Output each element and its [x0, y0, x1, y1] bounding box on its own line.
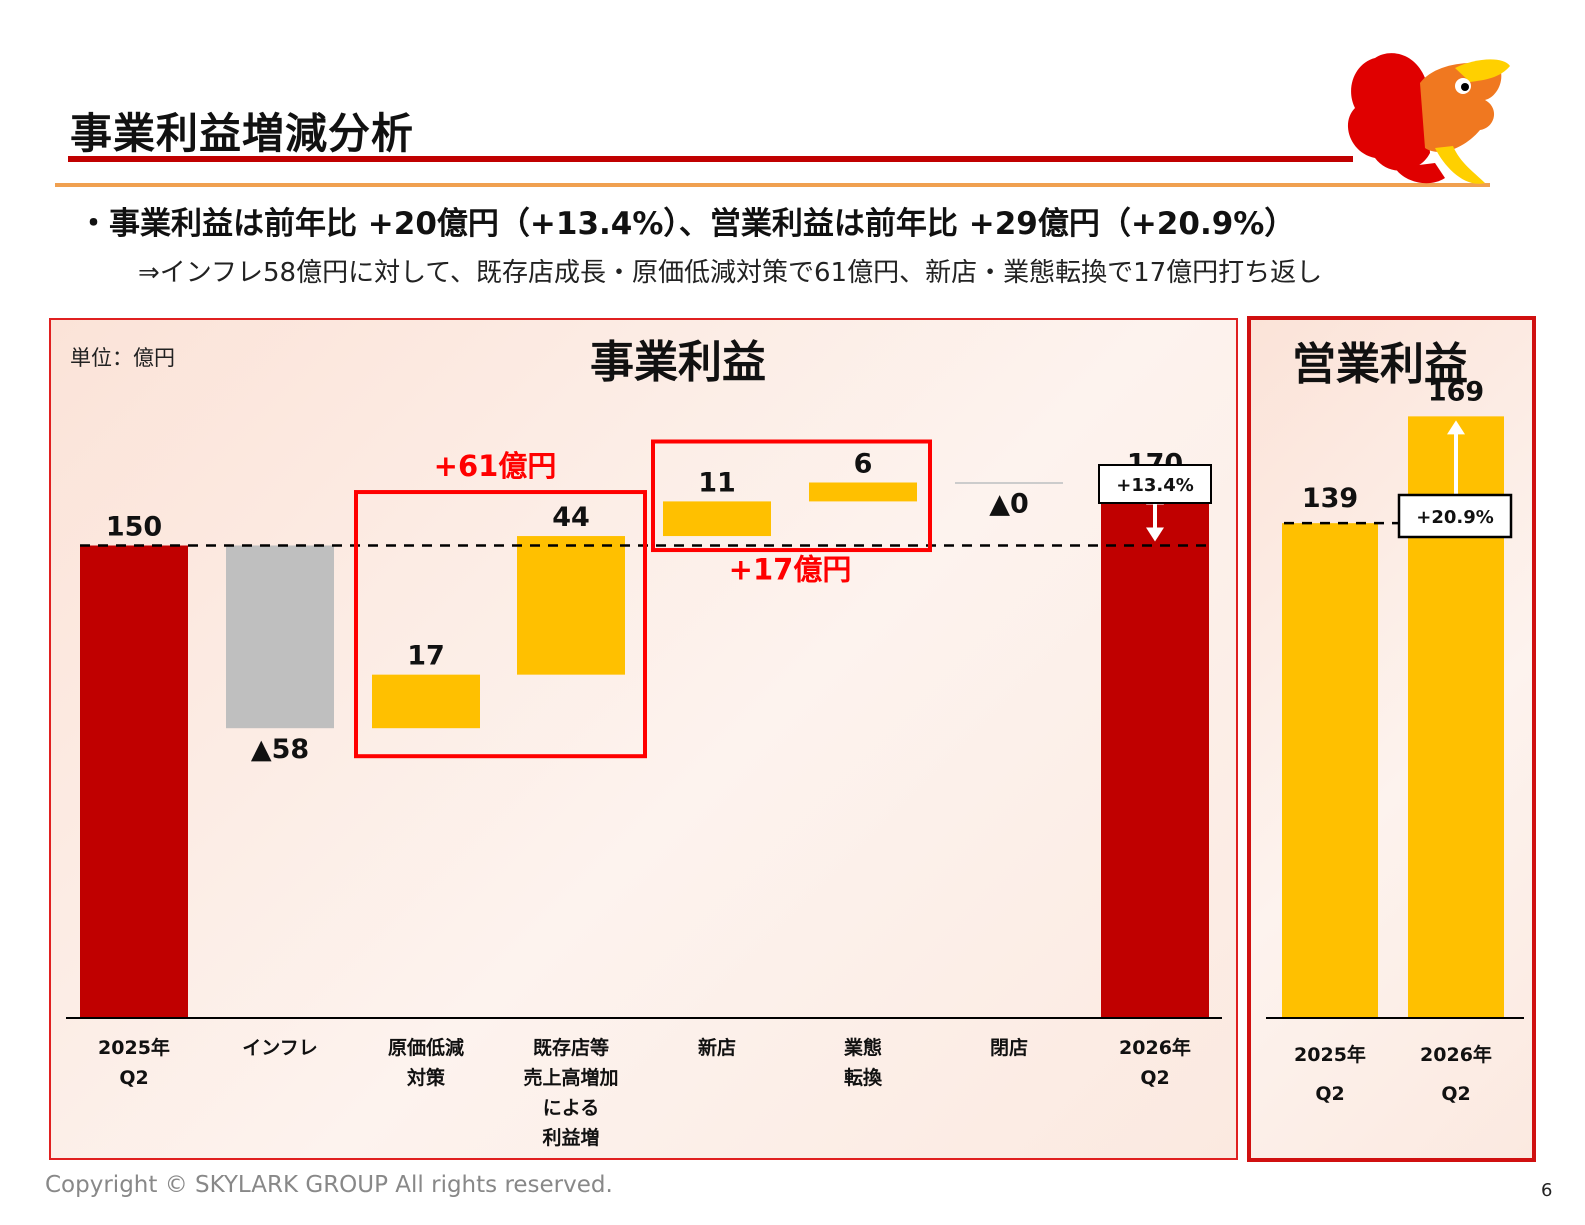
- waterfall-category-label: による: [543, 1097, 599, 1119]
- waterfall-value-label: 17: [407, 641, 445, 672]
- waterfall-value-label: 11: [698, 467, 736, 498]
- growth-label: +13.4%: [1116, 475, 1194, 496]
- waterfall-bar: [517, 536, 625, 675]
- waterfall-category-label: 売上高増加: [523, 1066, 618, 1089]
- waterfall-value-label: 44: [552, 502, 590, 533]
- waterfall-category-label: 対策: [406, 1066, 446, 1089]
- op-value-label: 139: [1302, 483, 1358, 514]
- waterfall-category-label: Q2: [1140, 1067, 1169, 1089]
- growth-label-box: [1098, 464, 1212, 504]
- op-category-label: Q2: [1441, 1083, 1470, 1105]
- op-category-label: 2026年: [1420, 1043, 1492, 1066]
- op-category-label: Q2: [1315, 1083, 1344, 1105]
- op-category-label: 2025年: [1294, 1043, 1366, 1066]
- title-underline-orange: [55, 183, 1490, 187]
- waterfall-category-label: 2026年: [1119, 1036, 1191, 1059]
- waterfall-category-label: 利益増: [542, 1126, 599, 1149]
- waterfall-bar: [809, 482, 917, 502]
- waterfall-value-label: ▲58: [251, 734, 309, 765]
- waterfall-value-label: 6: [854, 449, 873, 480]
- unit-label: 単位：億円: [70, 346, 175, 370]
- growth-arrow-head-down: [1146, 527, 1164, 542]
- summary-bullet: ・事業利益は前年比 +20億円（+13.4%）、営業利益は前年比 +29億円（+…: [78, 206, 1296, 242]
- group-label-17: +17億円: [729, 553, 852, 587]
- mascot-logo-icon: [1347, 53, 1510, 184]
- waterfall-category-label: 2025年: [98, 1036, 170, 1059]
- waterfall-category-label: 原価低減: [388, 1036, 464, 1059]
- waterfall-value-label: ▲0: [989, 489, 1029, 520]
- op-growth-arrow-head-up: [1447, 420, 1465, 435]
- waterfall-bar: [663, 501, 771, 537]
- copyright-footer: Copyright © SKYLARK GROUP All rights res…: [45, 1172, 613, 1198]
- waterfall-category-label: 既存店等: [533, 1036, 609, 1059]
- waterfall-category-label: 閉店: [990, 1036, 1028, 1059]
- waterfall-category-label: Q2: [119, 1067, 148, 1089]
- group-box-61: [354, 490, 647, 759]
- business-profit-title: 事業利益: [590, 337, 766, 388]
- op-growth-label: +20.9%: [1416, 507, 1494, 528]
- waterfall-bar: [372, 674, 480, 729]
- waterfall-category-label: 転換: [844, 1066, 883, 1089]
- summary-subline: ⇒インフレ58億円に対して、既存店成長・原価低減対策で61億円、新店・業態転換で…: [138, 258, 1323, 288]
- group-box-17: [651, 439, 932, 553]
- group-label-61: +61億円: [434, 449, 557, 483]
- waterfall-value-label: 150: [106, 512, 162, 543]
- op-growth-label-box: [1397, 493, 1513, 539]
- page-number: 6: [1541, 1180, 1553, 1201]
- waterfall-category-label: 新店: [698, 1036, 736, 1059]
- op-value-label: 169: [1428, 376, 1484, 407]
- waterfall-category-label: 業態: [843, 1036, 882, 1059]
- operating-profit-title: 営業利益: [1292, 339, 1468, 390]
- waterfall-bar: [226, 545, 334, 729]
- title-underline-red: [68, 156, 1353, 162]
- slide-title: 事業利益増減分析: [70, 109, 415, 158]
- op-bar: [1282, 523, 1378, 1018]
- waterfall-bar: [1101, 482, 1209, 1018]
- waterfall-bar: [80, 545, 188, 1018]
- waterfall-category-label: インフレ: [242, 1037, 317, 1059]
